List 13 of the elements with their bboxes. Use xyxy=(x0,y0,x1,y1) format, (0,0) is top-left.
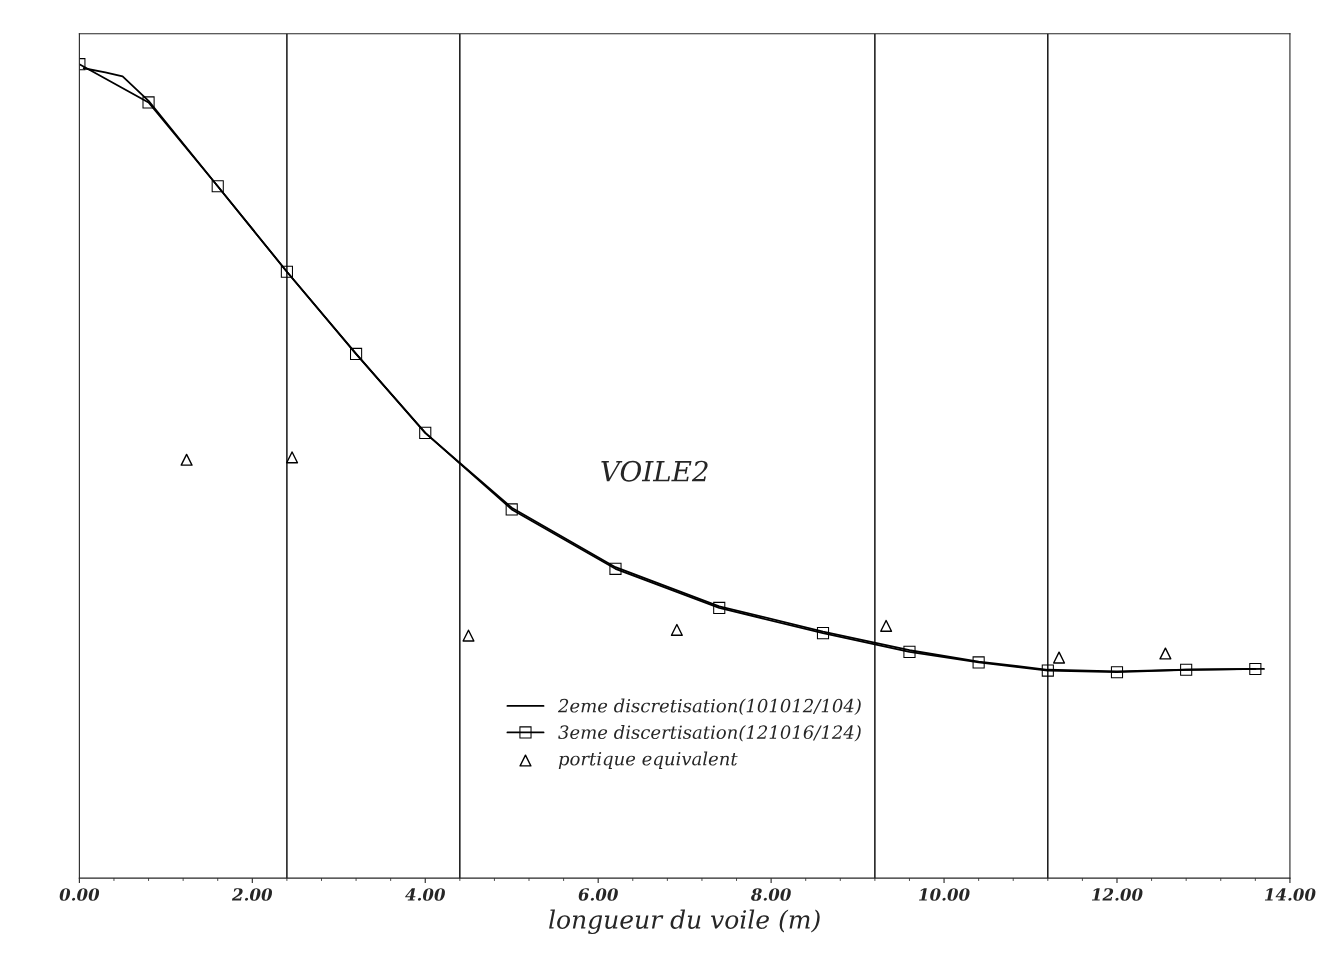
legend-label: 3eme discertisation(121016/124) xyxy=(558,725,861,742)
x-tick-label: 6.00 xyxy=(578,888,618,901)
x-tick-label: 0.00 xyxy=(59,888,100,901)
legend-label: portique equivalent xyxy=(558,751,738,770)
x-tick-label: 2.00 xyxy=(231,888,273,901)
x-tick-label: 4.00 xyxy=(405,888,445,901)
x-tick-label: 10.00 xyxy=(919,888,970,901)
x-tick-label: 14.00 xyxy=(1264,888,1316,901)
x-axis-title: longueur du voile (m) xyxy=(549,909,820,935)
legend-label: 2eme discretisation(101012/104) xyxy=(557,698,861,716)
x-tick-label: 12.00 xyxy=(1091,888,1143,901)
x-tick-label: 8.00 xyxy=(751,888,791,901)
annotation: VOILE2 xyxy=(601,460,708,482)
